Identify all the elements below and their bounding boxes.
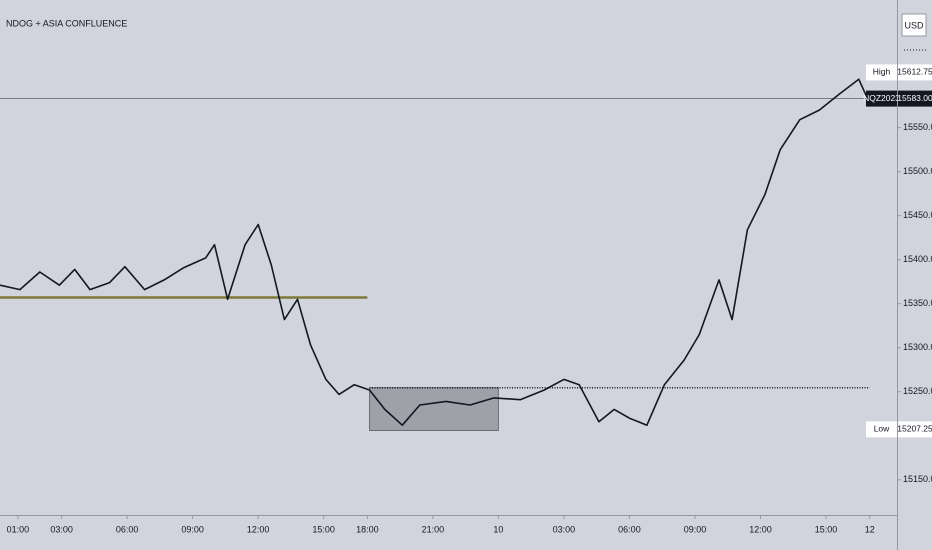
y-tick-label: 15300.00 bbox=[903, 342, 932, 352]
asia-range-box bbox=[369, 387, 499, 431]
x-tick-label: 03:00 bbox=[50, 524, 73, 534]
x-tick-label: 18:00 bbox=[356, 524, 379, 534]
x-tick-label: 01:00 bbox=[7, 524, 30, 534]
currency-button[interactable] bbox=[901, 13, 927, 37]
last-box bbox=[866, 90, 897, 107]
x-tick-label: 15:00 bbox=[815, 524, 838, 534]
y-tick-label: 15350.00 bbox=[903, 298, 932, 308]
high-label: High bbox=[873, 67, 891, 77]
y-tick-label: 15500.00 bbox=[903, 166, 932, 176]
x-tick-label: 21:00 bbox=[422, 524, 445, 534]
x-tick-label: 03:00 bbox=[553, 524, 576, 534]
y-tick-label: 15550.00 bbox=[903, 122, 932, 132]
x-tick-label: 10 bbox=[493, 524, 503, 534]
x-tick-label: 12 bbox=[865, 524, 875, 534]
x-tick-label: 09:00 bbox=[181, 524, 204, 534]
last-label: NQZ2023 bbox=[863, 93, 900, 103]
x-tick-label: 06:00 bbox=[618, 524, 641, 534]
x-tick-label: 15:00 bbox=[312, 524, 335, 534]
low-value-box bbox=[898, 421, 932, 438]
low-value: 15207.25 bbox=[897, 424, 932, 434]
last-value: 15583.00 bbox=[897, 93, 932, 103]
chart-title: NDOG + ASIA CONFLUENCE bbox=[6, 18, 127, 28]
y-tick-label: 15450.00 bbox=[903, 210, 932, 220]
price-line bbox=[0, 78, 869, 426]
last-value-box bbox=[898, 90, 932, 107]
x-tick-label: 12:00 bbox=[749, 524, 772, 534]
currency-label: USD bbox=[904, 20, 924, 30]
high-box bbox=[866, 64, 897, 81]
y-tick-label: 15250.00 bbox=[903, 386, 932, 396]
x-tick-label: 06:00 bbox=[116, 524, 139, 534]
high-value-box bbox=[898, 64, 932, 81]
low-label: Low bbox=[874, 424, 890, 434]
high-value: 15612.75 bbox=[897, 67, 932, 77]
x-tick-label: 12:00 bbox=[247, 524, 270, 534]
y-tick-label: 15400.00 bbox=[903, 254, 932, 264]
low-box bbox=[866, 421, 897, 438]
y-tick-label: 15150.00 bbox=[903, 474, 932, 484]
x-tick-label: 09:00 bbox=[684, 524, 707, 534]
